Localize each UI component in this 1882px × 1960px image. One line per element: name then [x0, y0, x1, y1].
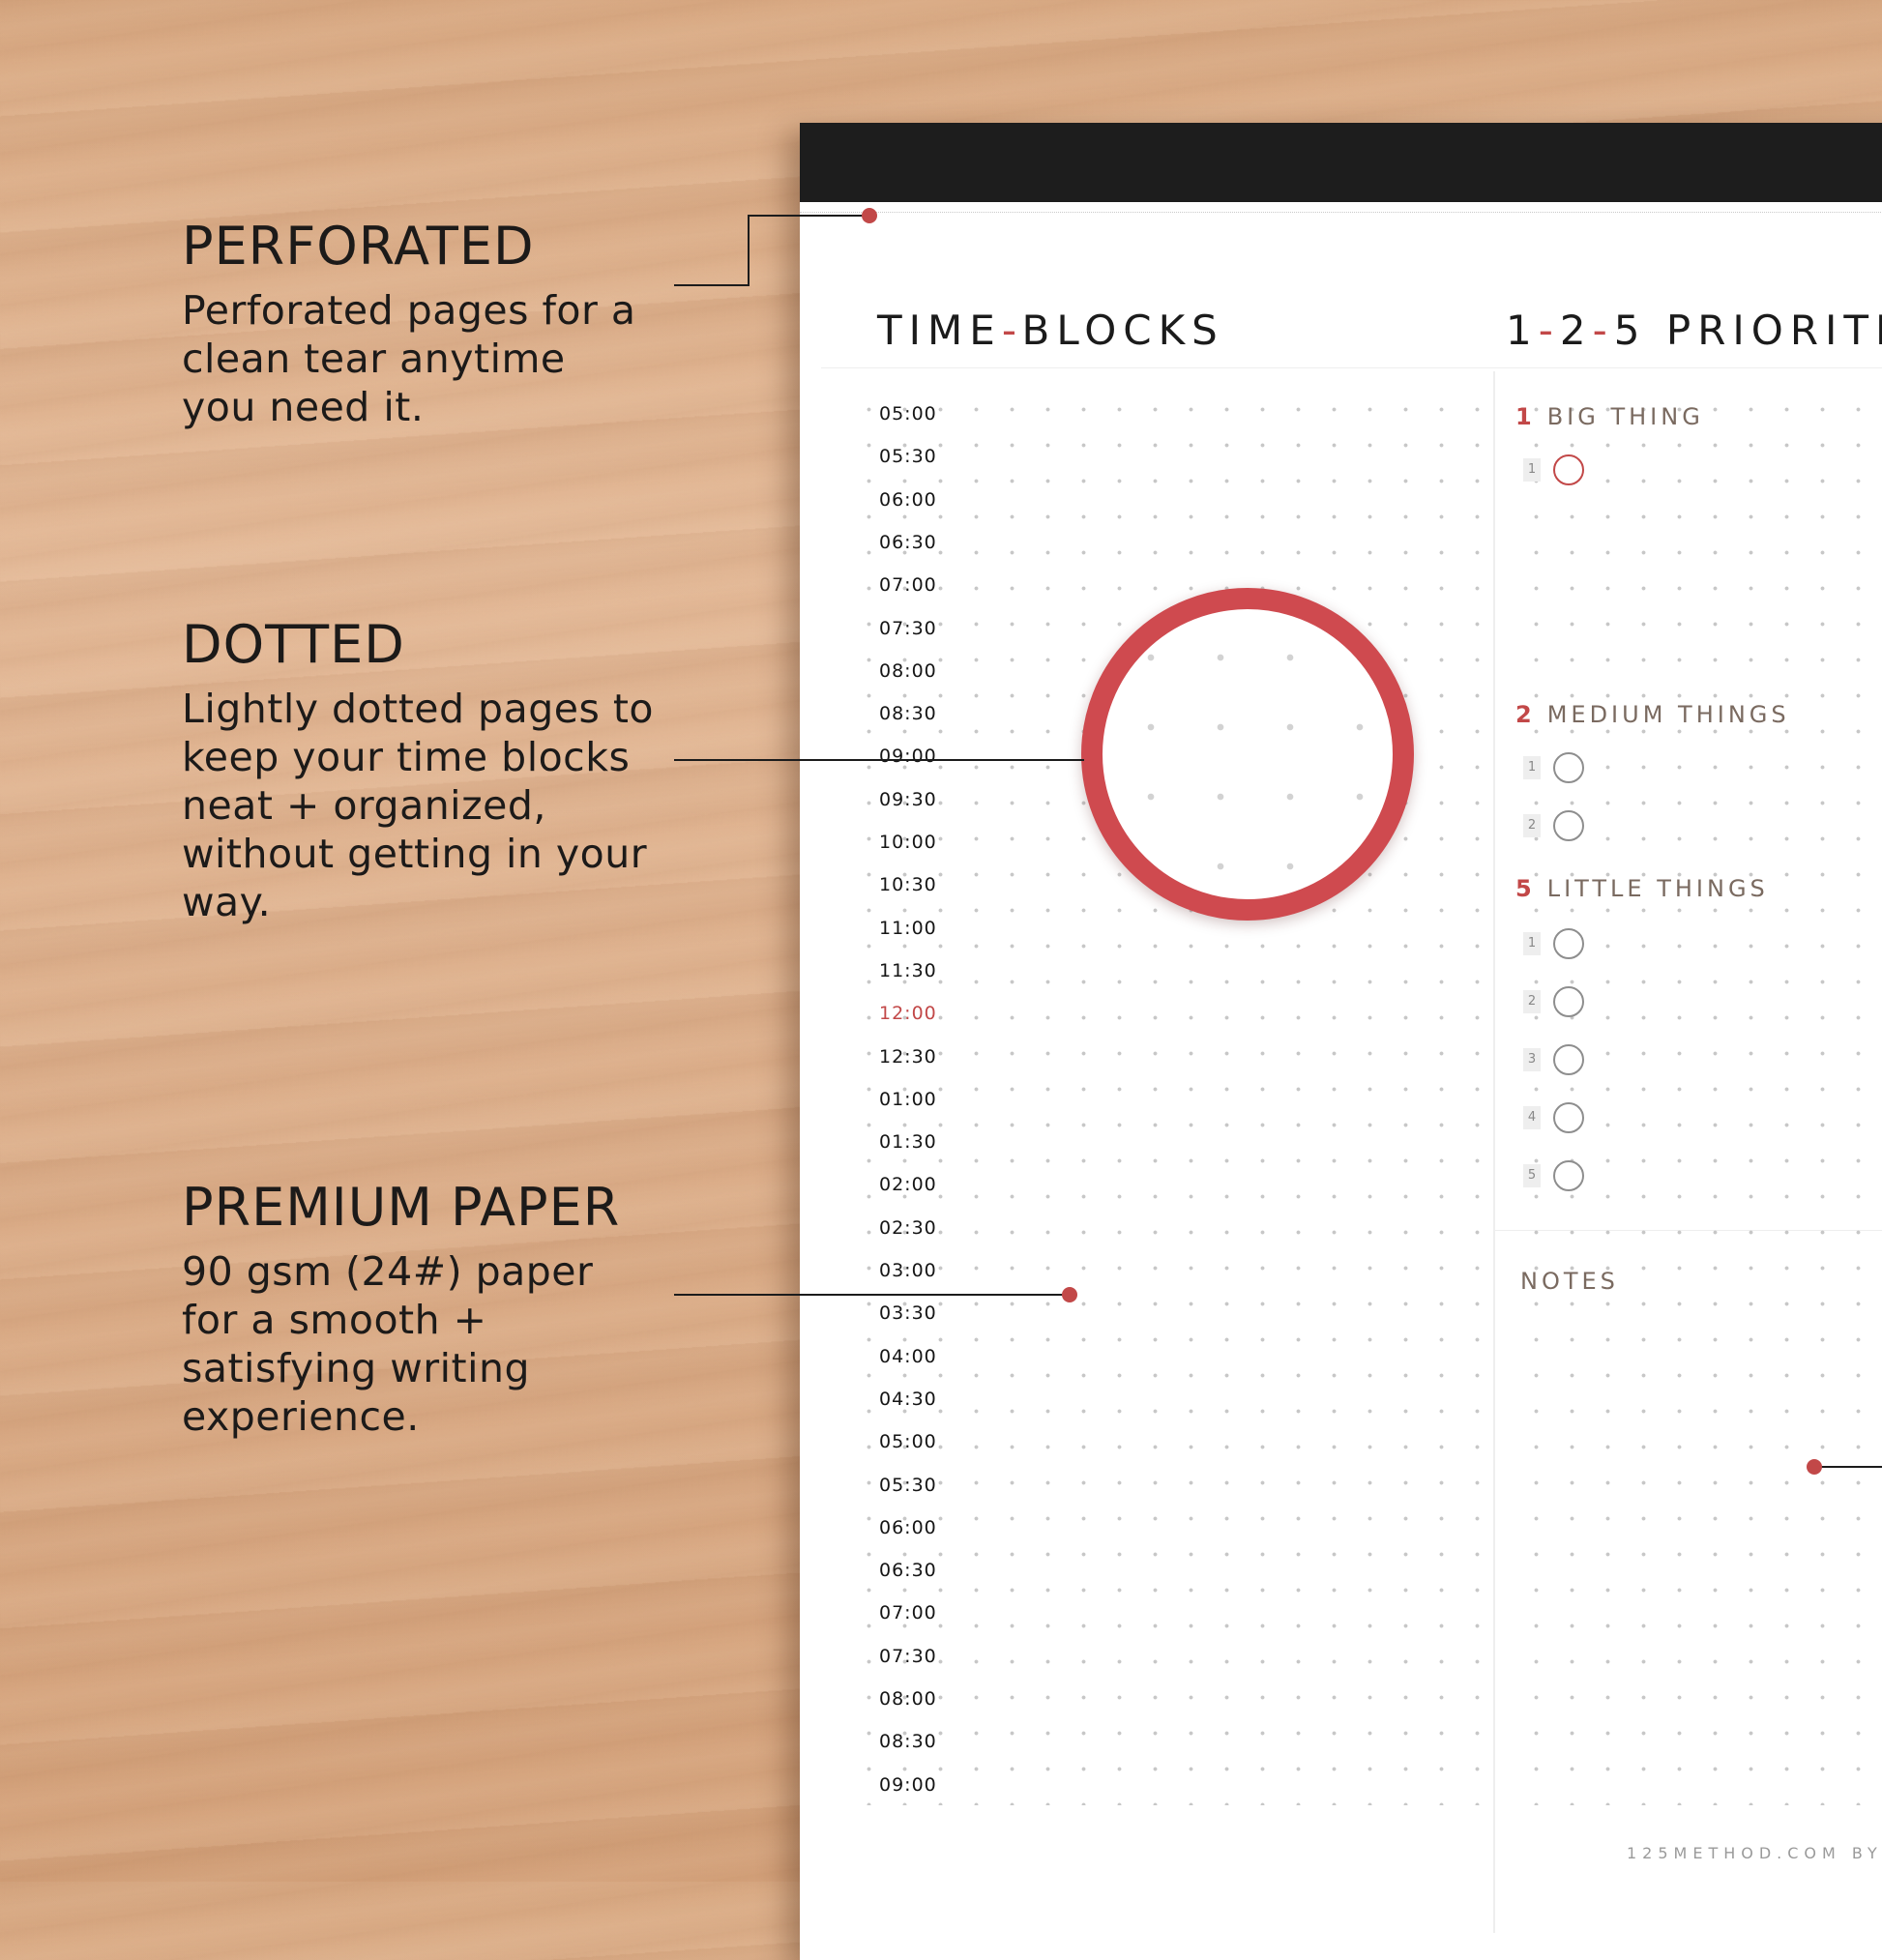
- feature-title: DOTTED: [182, 614, 405, 675]
- perforation-line: [800, 212, 1882, 213]
- priority-group-label: MEDIUM THINGS: [1546, 701, 1790, 728]
- time-slot: 08:00: [879, 1688, 937, 1710]
- task-checkbox[interactable]: [1553, 928, 1584, 959]
- task-index: 4: [1523, 1106, 1541, 1129]
- callout-dot-notes: [1807, 1459, 1822, 1475]
- time-slot: 06:30: [879, 531, 937, 553]
- time-slot: 08:30: [879, 1731, 937, 1753]
- feature-perforated: PERFORATED Perforated pages for a clean …: [182, 220, 646, 431]
- callout-line-perforated: [748, 215, 750, 286]
- priority-group-number: 2: [1515, 701, 1536, 728]
- time-slot: 12:30: [879, 1045, 937, 1068]
- notes-label: NOTES: [1520, 1268, 1619, 1295]
- time-blocks-title: TIME-BLOCKS: [877, 307, 1224, 354]
- header-divider: [821, 367, 1882, 368]
- title-separator: -: [1001, 307, 1022, 354]
- task-index: 1: [1523, 932, 1541, 955]
- time-slot: 04:00: [879, 1345, 937, 1367]
- time-slot: 10:00: [879, 832, 937, 853]
- time-slot: 06:30: [879, 1560, 937, 1582]
- task-index: 1: [1523, 458, 1541, 482]
- task-checkbox[interactable]: [1553, 1160, 1584, 1191]
- time-slot: 09:30: [879, 788, 937, 810]
- magnifier-ring: [1081, 588, 1414, 921]
- title-separator: -: [1592, 307, 1614, 354]
- task-checkbox[interactable]: [1553, 810, 1584, 841]
- title-part: TIME: [877, 307, 1002, 354]
- task-index: 2: [1523, 990, 1541, 1013]
- callout-line-perforated: [748, 215, 869, 217]
- feature-premium-paper: PREMIUM PAPER 90 gsm (24#) paper for a s…: [182, 1182, 646, 1441]
- dot-grid-priorities: [1511, 384, 1882, 1805]
- task-index: 5: [1523, 1164, 1541, 1187]
- time-slot: 07:30: [879, 1645, 937, 1667]
- time-slot: 09:00: [879, 746, 937, 768]
- time-slot: 05:00: [879, 403, 937, 424]
- feature-title: PERFORATED: [182, 216, 535, 277]
- callout-line-dotted: [674, 759, 1084, 761]
- task-index: 2: [1523, 814, 1541, 837]
- title-part: 1: [1506, 307, 1539, 354]
- time-slot: 07:00: [879, 1602, 937, 1624]
- priority-group-label: LITTLE THINGS: [1546, 875, 1769, 902]
- time-slot: 08:30: [879, 703, 937, 725]
- task-checkbox[interactable]: [1553, 752, 1584, 783]
- callout-dot-paper: [1062, 1287, 1077, 1302]
- time-slot: 06:00: [879, 488, 937, 511]
- feature-title: PREMIUM PAPER: [182, 1177, 621, 1238]
- time-slot: 08:00: [879, 659, 937, 682]
- title-part: PRIORITIES: [1665, 307, 1882, 354]
- time-slot: 02:30: [879, 1216, 937, 1239]
- footer-brand: 125METHOD.COM BY: [1627, 1844, 1882, 1862]
- task-index: 3: [1523, 1048, 1541, 1071]
- task-checkbox[interactable]: [1553, 454, 1584, 485]
- title-part: 5: [1613, 307, 1647, 354]
- callout-line-paper: [674, 1294, 1071, 1296]
- feature-text: Lightly dotted pages to keep your time b…: [182, 686, 655, 925]
- time-slot: 07:00: [879, 574, 937, 597]
- time-slot: 12:00: [879, 1003, 937, 1025]
- priority-group-heading: 5 LITTLE THINGS: [1515, 875, 1769, 902]
- time-slot: 02:00: [879, 1174, 937, 1196]
- priority-group-label: BIG THING: [1546, 403, 1704, 430]
- task-checkbox[interactable]: [1553, 1044, 1584, 1075]
- planner-pad: TIME-BLOCKS 1-2-5 PRIORITIES 05:0005:300…: [800, 123, 1882, 1960]
- title-part: 2: [1559, 307, 1593, 354]
- pad-binding-band: [800, 123, 1882, 202]
- priorities-title: 1-2-5 PRIORITIES: [1506, 307, 1882, 354]
- feature-text: 90 gsm (24#) paper for a smooth + satisf…: [182, 1248, 594, 1440]
- time-slot: 03:00: [879, 1260, 937, 1281]
- time-slot: 07:30: [879, 617, 937, 639]
- task-checkbox[interactable]: [1553, 986, 1584, 1017]
- time-slot: 05:30: [879, 446, 937, 468]
- time-slot: 05:30: [879, 1474, 937, 1496]
- priority-group-number: 1: [1515, 403, 1536, 430]
- time-slot: 05:00: [879, 1431, 937, 1453]
- title-part: BLOCKS: [1021, 307, 1224, 354]
- task-checkbox[interactable]: [1553, 1102, 1584, 1133]
- callout-line-notes: [1820, 1466, 1882, 1468]
- feature-text: Perforated pages for a clean tear anytim…: [182, 287, 636, 430]
- time-slot: 01:30: [879, 1131, 937, 1154]
- feature-dotted: DOTTED Lightly dotted pages to keep your…: [182, 619, 665, 926]
- time-slot: 09:00: [879, 1773, 937, 1796]
- priority-group-heading: 1 BIG THING: [1515, 403, 1704, 430]
- priority-group-number: 5: [1515, 875, 1536, 902]
- time-slot: 03:30: [879, 1302, 937, 1325]
- title-separator: -: [1538, 307, 1560, 354]
- callout-dot-perforated: [862, 208, 877, 223]
- priority-group-heading: 2 MEDIUM THINGS: [1515, 701, 1790, 728]
- time-slot: 01:00: [879, 1088, 937, 1110]
- callout-line-perforated: [674, 284, 750, 286]
- dot-grid-time: [843, 384, 1511, 1805]
- time-slot: 11:30: [879, 959, 937, 981]
- time-slot: 04:30: [879, 1388, 937, 1410]
- task-index: 1: [1523, 756, 1541, 779]
- time-slot: 10:30: [879, 874, 937, 896]
- time-slot: 06:00: [879, 1516, 937, 1538]
- time-slot: 11:00: [879, 917, 937, 939]
